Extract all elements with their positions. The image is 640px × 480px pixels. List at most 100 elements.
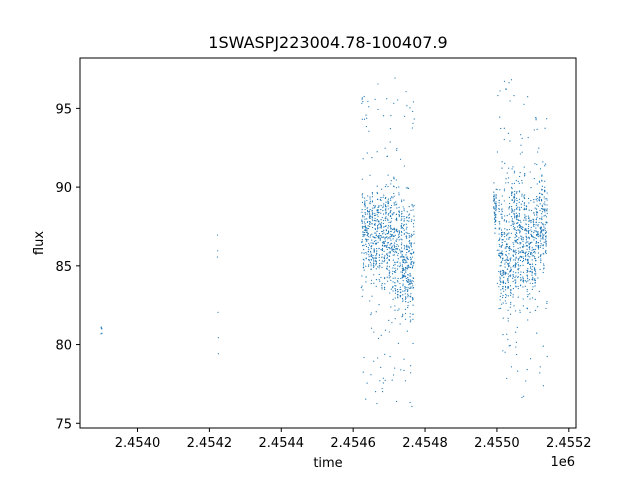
- data-point: [516, 239, 519, 241]
- data-point: [403, 218, 405, 220]
- data-point: [386, 246, 388, 249]
- data-point: [516, 326, 518, 329]
- data-point: [373, 204, 375, 207]
- data-point: [527, 261, 529, 263]
- data-point: [407, 264, 409, 266]
- data-point: [499, 189, 501, 191]
- data-point: [526, 277, 529, 280]
- data-point: [499, 116, 501, 118]
- data-point: [381, 260, 383, 262]
- data-point: [539, 233, 541, 235]
- data-point: [365, 238, 367, 240]
- data-point: [383, 194, 385, 196]
- data-point: [410, 244, 412, 246]
- data-point: [384, 147, 386, 149]
- data-point: [498, 308, 500, 310]
- data-point: [535, 224, 537, 226]
- data-point: [411, 249, 413, 251]
- data-point: [524, 194, 526, 196]
- data-point: [373, 331, 375, 333]
- data-point: [540, 254, 542, 256]
- data-point: [408, 251, 410, 253]
- data-point: [501, 231, 503, 233]
- data-point: [381, 230, 383, 233]
- data-point: [511, 187, 513, 190]
- data-point: [544, 224, 546, 226]
- data-point: [500, 307, 502, 309]
- data-point: [529, 270, 532, 272]
- data-point: [514, 266, 516, 268]
- data-point: [385, 208, 387, 210]
- data-point: [390, 206, 392, 209]
- data-point: [534, 163, 536, 165]
- data-point: [397, 296, 399, 298]
- data-point: [368, 106, 370, 108]
- data-point: [379, 235, 381, 237]
- data-point: [400, 271, 402, 273]
- data-point: [512, 225, 515, 227]
- data-point: [541, 200, 543, 202]
- data-point: [499, 245, 501, 247]
- data-point: [403, 233, 406, 235]
- data-point: [386, 262, 388, 264]
- data-point: [506, 287, 509, 289]
- data-point: [388, 319, 390, 322]
- data-point: [407, 278, 409, 280]
- data-point: [398, 231, 401, 234]
- data-point: [499, 223, 501, 225]
- data-point: [393, 232, 395, 234]
- data-point: [502, 252, 504, 255]
- data-point: [405, 277, 407, 280]
- data-point: [505, 220, 508, 222]
- data-point: [525, 239, 527, 241]
- data-point: [362, 262, 365, 264]
- data-point: [503, 231, 505, 234]
- data-point: [366, 253, 368, 255]
- data-point: [395, 204, 397, 206]
- data-point: [546, 209, 548, 211]
- data-point: [498, 233, 500, 235]
- data-point: [396, 207, 398, 209]
- data-point: [520, 279, 522, 282]
- data-point: [407, 267, 409, 269]
- data-point: [386, 257, 388, 260]
- data-point: [362, 371, 364, 373]
- data-point: [516, 222, 519, 224]
- data-point: [385, 229, 387, 231]
- data-point: [362, 158, 364, 160]
- data-point: [362, 225, 364, 227]
- data-point: [404, 276, 406, 278]
- data-point: [365, 114, 367, 116]
- data-point: [402, 206, 404, 208]
- data-point: [533, 199, 535, 201]
- data-point: [411, 299, 414, 301]
- data-point: [367, 225, 369, 227]
- data-point: [521, 261, 524, 263]
- data-point: [499, 265, 501, 267]
- data-point: [521, 137, 523, 139]
- data-point: [542, 222, 544, 225]
- data-point: [544, 227, 546, 229]
- data-point: [406, 236, 408, 238]
- data-point: [365, 251, 367, 254]
- data-point: [534, 309, 537, 312]
- data-point: [386, 267, 388, 269]
- data-point: [370, 252, 372, 254]
- data-point: [412, 101, 415, 103]
- data-point: [529, 358, 532, 360]
- data-point: [393, 185, 395, 187]
- data-point: [537, 256, 540, 258]
- data-point: [392, 290, 394, 292]
- data-point: [507, 273, 509, 275]
- data-point: [387, 225, 390, 227]
- data-point: [399, 262, 401, 264]
- data-point: [395, 240, 398, 242]
- data-point: [495, 219, 497, 221]
- data-point: [545, 240, 547, 242]
- data-point: [410, 372, 412, 374]
- data-point: [530, 233, 532, 235]
- data-point: [410, 263, 412, 265]
- data-point: [363, 259, 365, 261]
- data-point: [500, 127, 502, 130]
- data-point: [511, 194, 513, 197]
